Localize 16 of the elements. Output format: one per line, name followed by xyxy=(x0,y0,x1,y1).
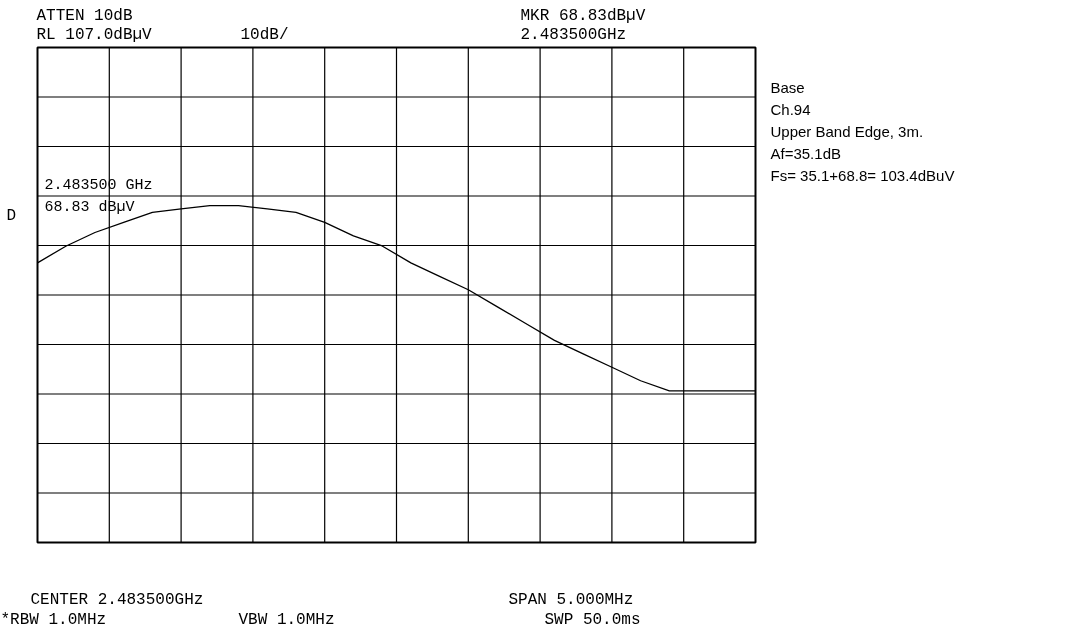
text: SPAN 5.000MHz xyxy=(508,590,634,609)
text: MKR 68.83dBµV xyxy=(520,6,646,25)
text: 2.483500GHz xyxy=(520,25,627,44)
text: 10dB/ xyxy=(240,25,289,44)
text: *RBW 1.0MHz xyxy=(0,610,107,629)
text: Upper Band Edge, 3m. xyxy=(770,122,924,140)
text: ATTEN 10dB xyxy=(36,6,133,25)
text: Af=35.1dB xyxy=(770,144,841,162)
text: Ch.94 xyxy=(770,100,811,118)
text: Fs= 35.1+68.8= 103.4dBuV xyxy=(770,166,955,184)
text: SWP 50.0ms xyxy=(544,610,641,629)
text: Base xyxy=(770,78,805,96)
text: VBW 1.0MHz xyxy=(238,610,335,629)
text: CENTER 2.483500GHz xyxy=(30,590,204,609)
text: D xyxy=(6,206,17,225)
text: RL 107.0dBµV xyxy=(36,25,153,44)
